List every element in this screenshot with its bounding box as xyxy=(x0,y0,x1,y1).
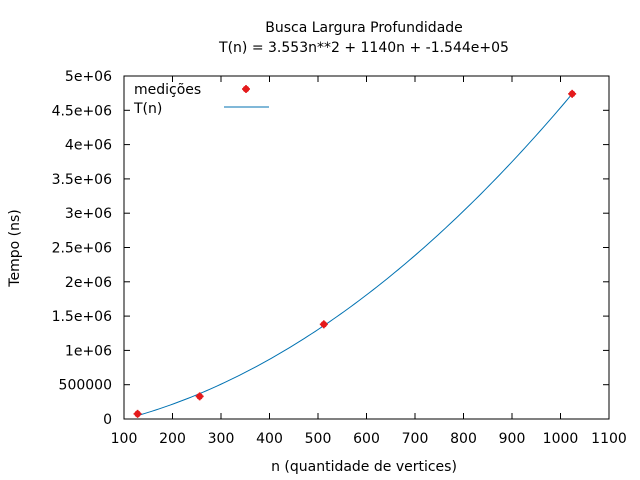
data-point xyxy=(195,392,204,401)
legend-label-medicoes: medições xyxy=(134,82,201,98)
chart-subtitle: T(n) = 3.553n**2 + 1140n + -1.544e+05 xyxy=(218,40,509,56)
data-point xyxy=(133,409,142,418)
x-tick-label: 400 xyxy=(256,431,283,447)
chart-title: Busca Largura Profundidade xyxy=(265,20,463,36)
series-points-medicoes xyxy=(133,89,577,418)
x-tick-label: 900 xyxy=(499,431,526,447)
x-axis-ticks: 100 200 300 400 500 600 700 800 900 1000 1100 xyxy=(111,76,627,447)
x-tick-label: 800 xyxy=(450,431,477,447)
y-tick-label: 0 xyxy=(103,412,112,428)
data-point xyxy=(568,89,577,98)
y-tick-label: 2e+06 xyxy=(65,275,112,291)
y-tick-label: 1e+06 xyxy=(65,343,112,359)
legend-point-marker xyxy=(242,85,250,93)
legend-swatch-medicoes xyxy=(242,85,250,93)
y-tick-label: 2.5e+06 xyxy=(52,241,113,257)
series-line-tn xyxy=(137,93,573,417)
x-tick-label: 700 xyxy=(402,431,429,447)
y-tick-label: 3.5e+06 xyxy=(52,172,113,188)
y-axis-ticks: 0 500000 1e+06 1.5e+06 2e+06 2.5e+06 3e+06 3.5e… xyxy=(52,69,609,428)
y-tick-label: 500000 xyxy=(59,378,112,394)
x-tick-label: 1100 xyxy=(591,431,627,447)
x-tick-label: 500 xyxy=(305,431,332,447)
y-tick-label: 5e+06 xyxy=(65,69,112,85)
x-tick-label: 1000 xyxy=(543,431,579,447)
plot-frame xyxy=(123,75,610,420)
x-tick-label: 100 xyxy=(111,431,138,447)
x-tick-label: 300 xyxy=(208,431,235,447)
x-axis-label: n (quantidade de vertices) xyxy=(271,459,457,475)
x-tick-label: 200 xyxy=(159,431,186,447)
y-axis-label: Tempo (ns) xyxy=(7,209,23,287)
y-tick-label: 3e+06 xyxy=(65,206,112,222)
y-tick-label: 4.5e+06 xyxy=(52,103,113,119)
legend: medições T(n) xyxy=(133,82,269,117)
x-tick-label: 600 xyxy=(353,431,380,447)
data-point xyxy=(319,320,328,329)
y-tick-label: 1.5e+06 xyxy=(52,309,113,325)
y-tick-label: 4e+06 xyxy=(65,138,112,154)
legend-label-tn: T(n) xyxy=(133,101,162,117)
